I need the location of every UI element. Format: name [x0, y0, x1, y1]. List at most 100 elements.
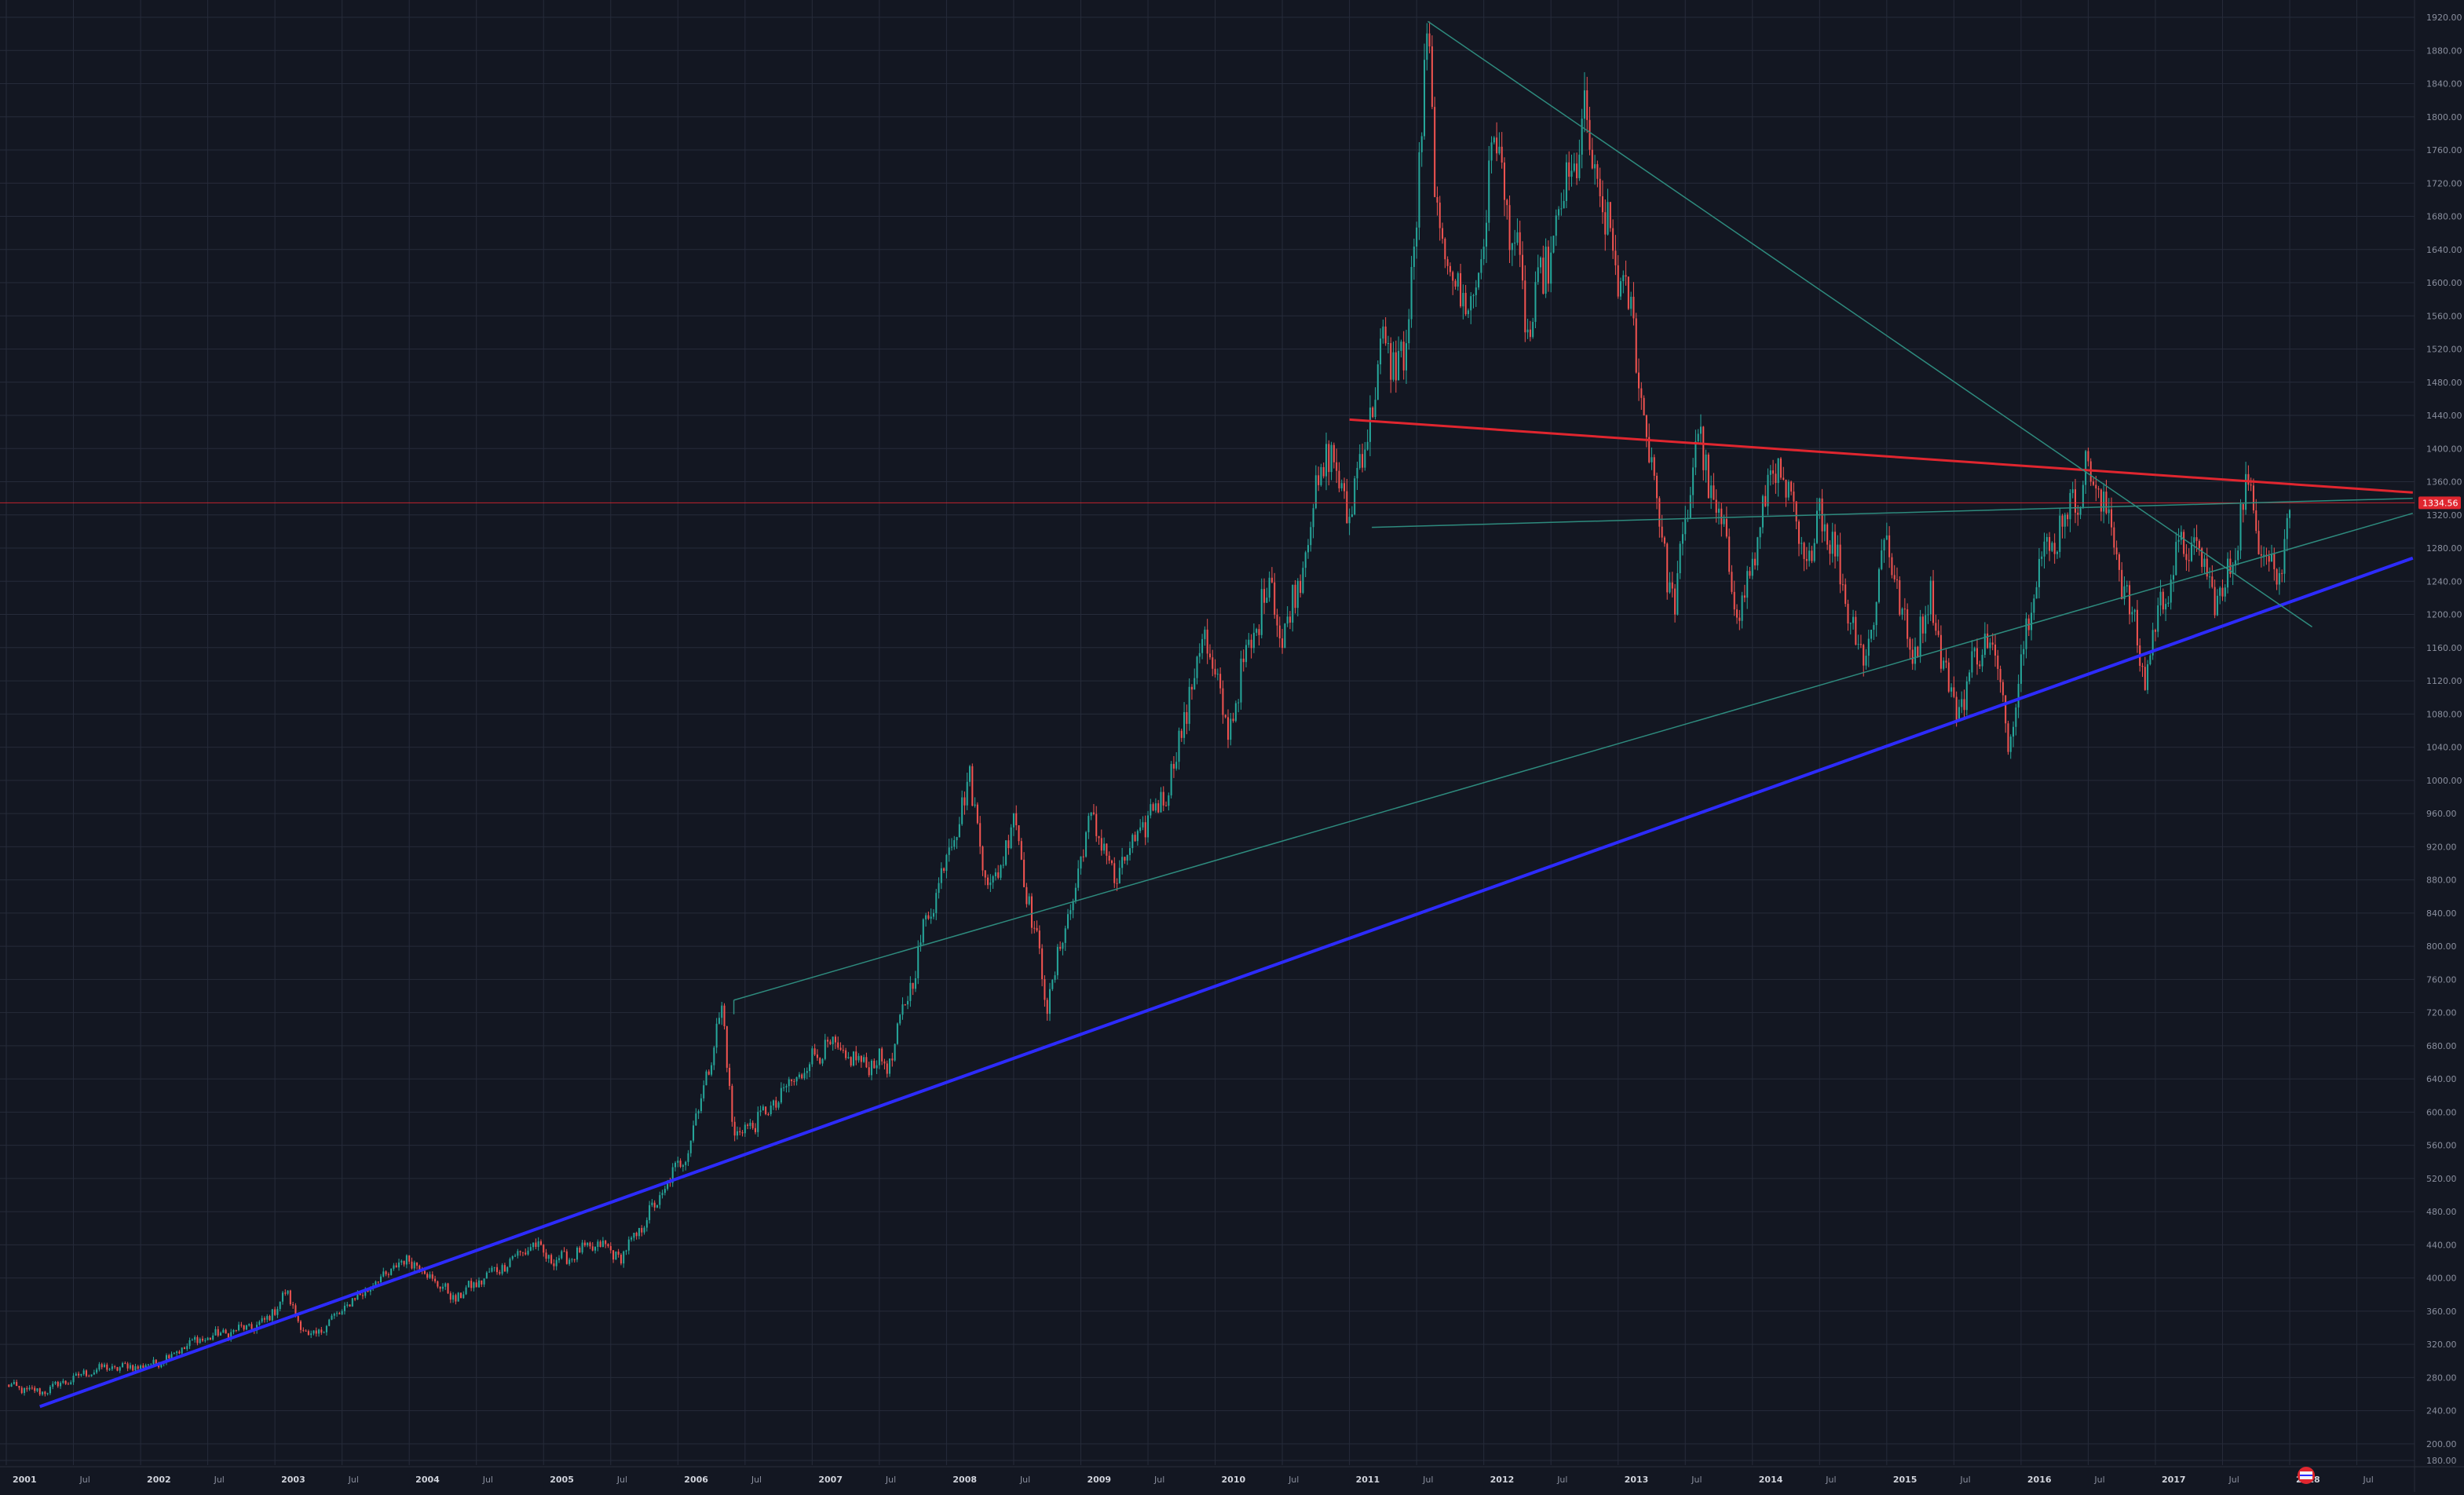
candle-up	[483, 1278, 485, 1285]
candle-down	[1640, 388, 1643, 398]
candle-down	[1172, 763, 1175, 769]
candle-up	[1925, 615, 1927, 634]
candle-down	[1263, 589, 1266, 603]
candle-up	[170, 1354, 173, 1359]
candle-up	[165, 1354, 167, 1363]
candle-up	[2283, 539, 2286, 574]
candle-up	[798, 1074, 800, 1077]
candle-down	[563, 1251, 565, 1252]
candle-up	[2013, 726, 2015, 737]
candle-up	[994, 872, 996, 876]
candle-up	[711, 1065, 713, 1075]
candle-down	[1728, 536, 1731, 572]
candle-up	[896, 1023, 898, 1044]
candle-up	[266, 1316, 269, 1320]
candle-up	[457, 1292, 459, 1302]
last-price-badge: 1334.56	[2418, 496, 2461, 510]
candle-down	[2162, 591, 2164, 610]
candle-up	[199, 1338, 201, 1343]
channel-trendline[interactable]	[733, 512, 2414, 1001]
neckline-trendline[interactable]	[1372, 497, 2413, 528]
candle-up	[444, 1283, 447, 1287]
candle-down	[1702, 426, 1705, 470]
candle-up	[1475, 287, 1477, 295]
candle-down	[739, 1131, 741, 1133]
candle-up	[1787, 481, 1790, 498]
candle-down	[1743, 595, 1746, 598]
candle-down	[31, 1387, 33, 1389]
candle-down	[1318, 475, 1320, 485]
candle-up	[762, 1106, 764, 1111]
candle-down	[2007, 723, 2009, 752]
candle-up	[1488, 160, 1490, 223]
candle-down	[78, 1373, 80, 1376]
candle-up	[1482, 247, 1485, 260]
y-tick-label: 280.00	[2426, 1373, 2457, 1383]
candle-down	[1785, 479, 1787, 498]
candle-down	[979, 823, 982, 847]
candle-down	[1338, 470, 1340, 488]
candle-down	[707, 1071, 710, 1075]
candle-up	[1408, 319, 1410, 344]
resistance-trendline[interactable]	[1349, 418, 2413, 494]
candle-up	[643, 1227, 645, 1233]
candle-down	[1775, 473, 1777, 484]
candle-down	[338, 1313, 341, 1314]
candle-up	[1651, 457, 1653, 462]
candle-down	[289, 1290, 291, 1305]
candle-up	[160, 1364, 163, 1368]
candle-up	[649, 1204, 651, 1220]
candle-up	[1565, 162, 1567, 201]
descending-trendline[interactable]	[1427, 20, 2312, 628]
support-trendline[interactable]	[39, 556, 2414, 1409]
candle-up	[1485, 222, 1487, 247]
candle-up	[144, 1365, 147, 1368]
candle-up	[1077, 868, 1080, 888]
candle-up	[950, 846, 953, 848]
candle-up	[633, 1233, 635, 1238]
candle-up	[473, 1282, 475, 1288]
candle-down	[1106, 843, 1108, 856]
candle-down	[1805, 558, 1808, 561]
candle-up	[1069, 910, 1072, 915]
candle-down	[1839, 544, 1841, 585]
candle-up	[2203, 558, 2206, 567]
candle-up	[364, 1290, 367, 1296]
candle-down	[1947, 662, 1950, 692]
candle-up	[1002, 864, 1004, 866]
candle-down	[1242, 658, 1245, 663]
y-tick-label: 1520.00	[2426, 345, 2462, 355]
candle-up	[1540, 258, 1542, 268]
candle-up	[945, 854, 948, 872]
candle-up	[98, 1364, 101, 1370]
candle-down	[1270, 577, 1273, 583]
candle-down	[1811, 550, 1813, 561]
x-tick-label: Jul	[1422, 1475, 1433, 1485]
candle-up	[1681, 534, 1683, 544]
candle-up	[1943, 660, 1945, 669]
candle-up	[1118, 868, 1120, 883]
candle-up	[1870, 630, 1873, 639]
candle-down	[1395, 352, 1397, 381]
candle-down	[305, 1330, 307, 1332]
candle-up	[214, 1329, 217, 1336]
y-tick-label: 640.00	[2426, 1074, 2457, 1084]
candle-up	[656, 1204, 659, 1208]
candle-down	[126, 1363, 129, 1369]
candle-up	[2159, 591, 2162, 606]
candle-down	[1289, 616, 1291, 623]
candle-up	[772, 1100, 775, 1106]
candle-down	[1144, 822, 1146, 838]
candle-down	[607, 1244, 609, 1247]
candle-up	[491, 1267, 493, 1272]
y-axis[interactable]: 1920.00 1880.00 1840.00 1800.00 1760.00 1720.…	[2426, 13, 2462, 1466]
trendlines[interactable]	[0, 20, 2415, 1409]
candle-down	[1258, 629, 1260, 635]
candle-down	[1434, 107, 1436, 197]
x-tick-label: 2014	[1759, 1475, 1783, 1485]
flag-icon[interactable]	[2298, 1467, 2315, 1484]
candle-up	[682, 1164, 684, 1168]
candle-down	[1891, 557, 1893, 576]
